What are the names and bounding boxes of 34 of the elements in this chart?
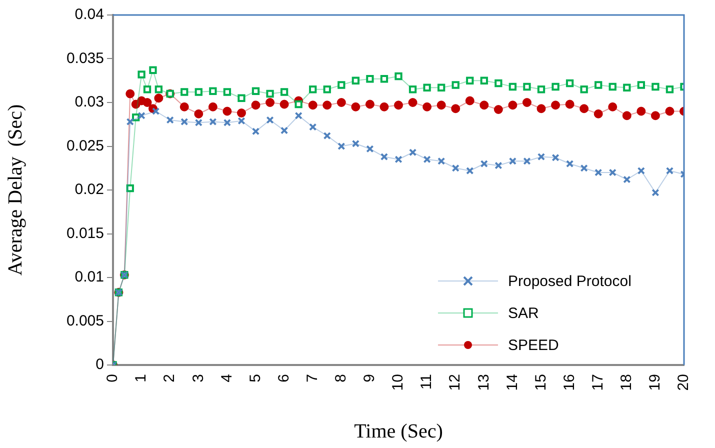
x-tick-label: 13 (475, 374, 492, 391)
x-tick-label: 14 (504, 374, 521, 391)
x-tick-label: 6 (275, 374, 292, 382)
y-tick-label: 0.01 (74, 268, 104, 286)
legend-label: Proposed Protocol (508, 272, 632, 290)
y-tick-label: 0.005 (66, 312, 104, 330)
x-tick-label: 0 (104, 374, 122, 382)
x-tick-label: 2 (161, 374, 178, 382)
x-tick-label: 1 (132, 374, 150, 382)
x-tick-label: 12 (446, 374, 464, 391)
x-tick-label: 3 (190, 374, 207, 382)
x-tick-label: 20 (675, 374, 692, 391)
x-tick-label: 17 (589, 374, 606, 391)
legend-label: SAR (508, 304, 539, 322)
y-tick-label: 0.03 (74, 94, 104, 111)
x-tick-label: 4 (218, 374, 236, 382)
y-tick-label: 0.02 (74, 181, 104, 198)
y-tick-label: 0.025 (66, 137, 104, 154)
x-tick-label: 15 (532, 374, 550, 391)
x-tick-label: 11 (418, 374, 436, 390)
x-tick-label: 18 (618, 374, 636, 391)
x-tick-label: 16 (560, 374, 578, 391)
x-tick-label: 8 (332, 374, 350, 382)
y-tick-label: 0.035 (66, 50, 104, 67)
x-tick-label: 5 (246, 374, 264, 382)
x-axis-title: Time (Sec) (354, 420, 443, 442)
y-axis-title: Average Delay (Sec) (4, 104, 26, 276)
x-tick-label: 19 (646, 374, 664, 391)
legend-label: SPEED (508, 336, 559, 354)
y-tick-label: 0.04 (74, 6, 104, 24)
y-tick-label: 0.015 (66, 224, 104, 242)
x-tick-label: 9 (361, 374, 378, 382)
x-tick-label: 10 (390, 374, 407, 391)
x-tick-label: 7 (304, 374, 321, 382)
